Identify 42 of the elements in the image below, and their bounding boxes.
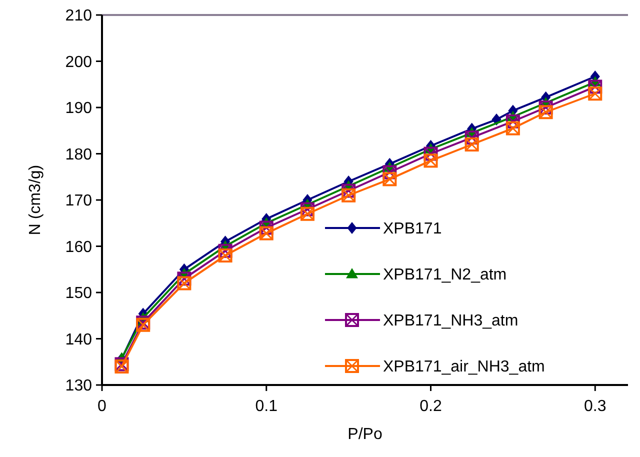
point [382, 172, 397, 186]
x-axis-title: P/Po [348, 426, 382, 443]
legend-label: XPB171_NH3_atm [383, 312, 518, 330]
point [114, 360, 129, 374]
point [588, 80, 602, 94]
point [177, 272, 192, 286]
y-tick-label: 160 [65, 238, 92, 256]
point [218, 248, 232, 262]
point [538, 100, 553, 114]
y-tick-label: 150 [65, 285, 92, 302]
x-tick-label: 0 [98, 398, 107, 415]
x-tick-label: 0.3 [584, 398, 606, 415]
point [300, 206, 314, 221]
legend-label: XPB171_N2_atm [383, 266, 507, 284]
point [464, 138, 479, 152]
x-tick-label: 0.2 [420, 398, 442, 415]
y-tick-label: 190 [65, 100, 92, 118]
point [177, 276, 192, 290]
point [259, 226, 274, 240]
y-tick-label: 140 [65, 331, 92, 348]
legend-label: XPB171 [383, 220, 442, 238]
y-tick-label: 170 [65, 192, 92, 210]
point [218, 244, 232, 258]
y-axis-title: N (cm3/g) [27, 164, 44, 236]
y-tick-label: 210 [65, 8, 92, 25]
point [259, 220, 274, 235]
x-tick-label: 0.1 [255, 398, 278, 415]
point [382, 165, 397, 180]
point [424, 146, 438, 161]
point [300, 202, 314, 216]
y-tick-label: 130 [65, 378, 92, 395]
legend-label: XPB171_air_NH3_atm [383, 358, 545, 376]
point [538, 105, 553, 120]
point [342, 188, 356, 202]
point [342, 184, 356, 198]
point [464, 130, 479, 145]
y-tick-label: 180 [65, 146, 92, 164]
point [424, 154, 438, 168]
point [588, 86, 602, 101]
point [506, 121, 520, 136]
point [506, 114, 520, 128]
y-tick-label: 200 [65, 54, 92, 71]
